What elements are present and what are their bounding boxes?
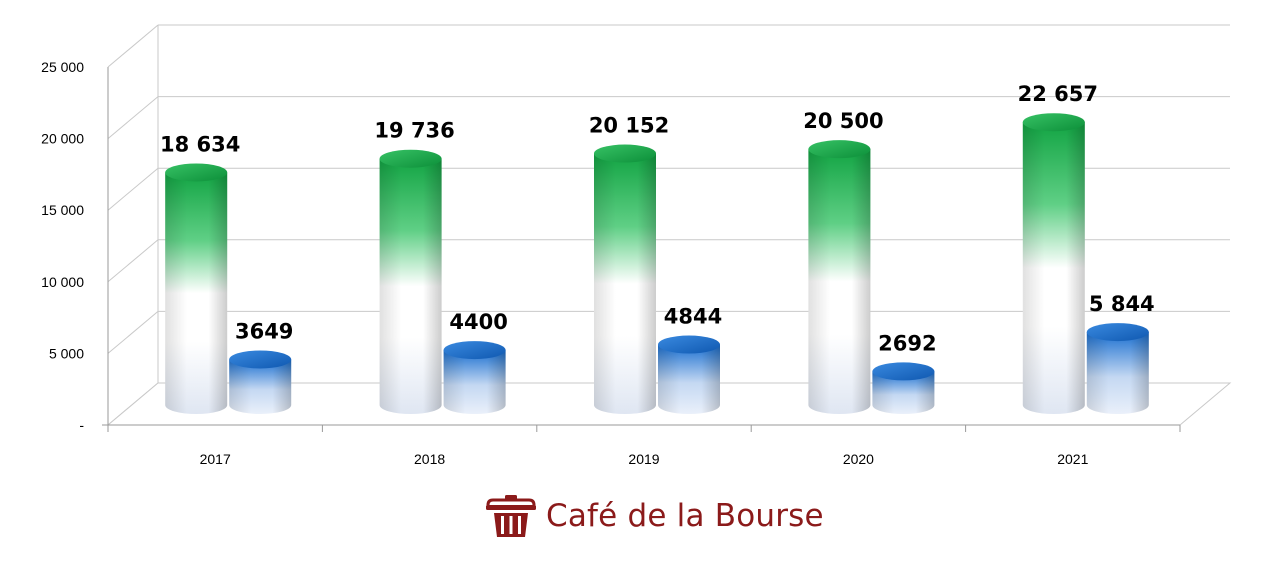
x-tick-label: 2018 (414, 451, 445, 467)
bar-cap (443, 341, 506, 360)
data-label: 22 657 (1018, 82, 1098, 106)
bar-shade (443, 350, 506, 414)
data-label: 18 634 (160, 132, 240, 156)
data-label: 20 152 (589, 114, 669, 138)
data-label: 4844 (664, 305, 722, 329)
bar-shade (1022, 122, 1085, 415)
bar-cap (1086, 323, 1149, 342)
brand-name: Café de la Bourse (546, 498, 824, 534)
x-tick-label: 2019 (628, 451, 659, 467)
bar-shade (229, 359, 292, 414)
bar (1022, 113, 1085, 415)
bar-shade (379, 158, 442, 414)
brand-logo: Café de la Bourse (484, 492, 824, 540)
y-tick-label: 25 000 (41, 59, 84, 75)
gridlines (107, 24, 1230, 426)
gridline-side (107, 24, 159, 68)
bar-cap (379, 149, 442, 168)
bar-shade (658, 344, 720, 414)
bar (808, 140, 871, 414)
y-tick-label: 15 000 (41, 202, 84, 218)
data-label: 3649 (235, 319, 293, 343)
bin-icon (486, 495, 536, 537)
bar (1086, 323, 1149, 414)
bar (872, 362, 935, 414)
y-tick-label: 20 000 (41, 131, 84, 147)
bar (229, 350, 292, 414)
y-tick-label: 10 000 (41, 274, 84, 290)
gridline-side (107, 239, 159, 283)
bar (658, 335, 720, 414)
bar-cap (594, 144, 656, 163)
y-tick-label: 5 000 (49, 345, 84, 361)
bar-shade (165, 172, 228, 414)
data-label: 4400 (449, 310, 507, 334)
bar-shade (808, 149, 871, 414)
bar-shade (1086, 332, 1149, 414)
bar (594, 144, 656, 414)
bar-cap (872, 362, 935, 381)
bar-cap (229, 350, 292, 369)
data-label: 5 844 (1089, 292, 1155, 316)
bar (165, 163, 228, 414)
bar-cap (658, 335, 720, 354)
data-label: 20 500 (803, 109, 883, 133)
bar (379, 149, 442, 414)
bar-shade (872, 371, 935, 414)
x-tick-label: 2017 (200, 451, 231, 467)
gridline-side (107, 167, 159, 211)
bar-shade (594, 153, 656, 414)
bar-cap (165, 163, 228, 182)
bar-chart: - 5 000 10 000 15 000 20 000 25 000 2017 2018 20… (41, 24, 1232, 467)
x-tick-label: 2020 (843, 451, 874, 467)
bars (165, 113, 1149, 415)
data-label: 2692 (878, 331, 936, 355)
data-label: 19 736 (374, 119, 454, 143)
gridline-side (107, 311, 159, 354)
gridline-side (107, 96, 159, 139)
bar-cap (808, 140, 871, 159)
y-tick-label: - (79, 417, 84, 433)
data-labels: 18 634 3649 19 736 4400 20 152 4844 20 500 2692… (160, 82, 1155, 355)
x-tick-label: 2021 (1057, 451, 1088, 467)
bar (443, 341, 506, 414)
bar-cap (1022, 113, 1085, 132)
